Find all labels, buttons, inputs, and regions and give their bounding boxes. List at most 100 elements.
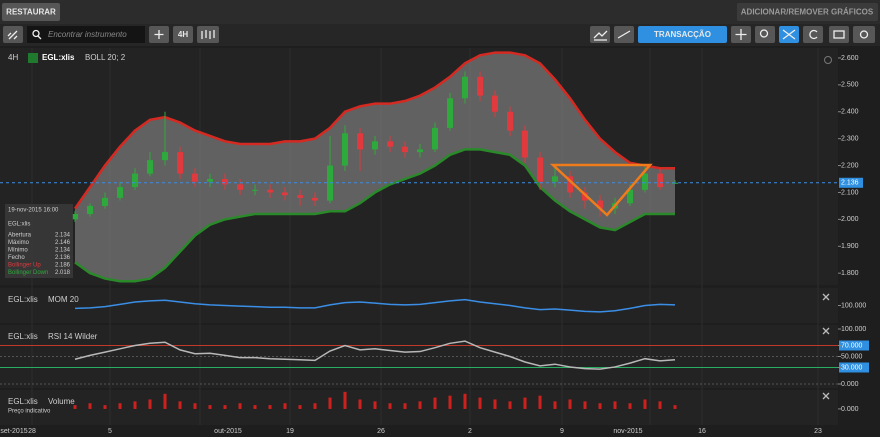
close-icons[interactable] xyxy=(822,293,830,400)
trade-label: TRANSACÇÃO xyxy=(654,30,711,39)
info-value: 2.136 xyxy=(55,255,71,261)
chart-type-button[interactable] xyxy=(197,26,219,43)
volume-bar xyxy=(673,405,677,409)
volume-bar xyxy=(268,405,272,409)
candle-body xyxy=(552,176,558,182)
volume-bar xyxy=(163,393,167,409)
add-remove-button[interactable] xyxy=(737,3,878,21)
fit-icon xyxy=(782,29,796,40)
volume-bar xyxy=(133,401,137,409)
candle-body xyxy=(177,152,183,174)
candle-body xyxy=(267,189,273,193)
triangle-drawing[interactable] xyxy=(549,163,653,217)
volume-bar xyxy=(523,397,527,409)
volume-bar xyxy=(643,399,647,409)
volume-bar xyxy=(343,391,347,409)
volume-bar xyxy=(283,403,287,409)
settings-icon xyxy=(859,30,869,39)
band-area xyxy=(75,52,675,282)
info-instrument: EGL:xlis xyxy=(8,222,30,228)
candle-body xyxy=(657,173,663,188)
y-tick-label: 2.200 xyxy=(841,162,859,169)
draw-icon xyxy=(593,30,608,41)
candle-body xyxy=(72,213,78,220)
candle-body xyxy=(567,176,573,193)
y-tick-label: 1.800 xyxy=(841,270,859,277)
volume-bar xyxy=(403,403,407,409)
restore-button[interactable] xyxy=(2,3,60,21)
volume-bar xyxy=(493,399,497,409)
rsi-panel xyxy=(0,325,838,388)
candle-body xyxy=(522,130,528,158)
candle-body xyxy=(432,127,438,150)
refresh-button[interactable] xyxy=(803,26,823,43)
instrument-label: EGL:xlis xyxy=(8,295,38,304)
trade-button[interactable] xyxy=(638,26,727,43)
y-tick-label: 0.000 xyxy=(841,406,859,413)
snapshot-button[interactable] xyxy=(829,26,849,43)
volume-bar xyxy=(223,405,227,409)
x-tick-label: set-2015 xyxy=(0,428,27,435)
candle-body xyxy=(222,179,228,185)
candle-body xyxy=(147,160,153,174)
y-tick-label: 2.400 xyxy=(841,109,859,116)
settings-button[interactable] xyxy=(853,26,875,43)
indicator-line xyxy=(74,340,676,370)
y-tick-label: 2.300 xyxy=(841,136,859,143)
x-tick-label: 16 xyxy=(698,428,706,435)
search-box[interactable] xyxy=(27,26,145,43)
candle-body xyxy=(477,76,483,96)
volume-bar xyxy=(148,399,152,409)
interval-button[interactable] xyxy=(173,26,193,43)
candle-body xyxy=(297,195,303,198)
y-tick-label: 2.000 xyxy=(841,216,859,223)
candle-body xyxy=(597,200,603,209)
info-value: 2.134 xyxy=(55,233,71,239)
last-price-box xyxy=(839,177,863,188)
last-price-label: 2.136 xyxy=(841,180,859,187)
candle-body xyxy=(102,197,108,206)
zoom-button[interactable] xyxy=(755,26,775,43)
interval-label: 4H xyxy=(178,30,188,39)
mom-panel xyxy=(0,288,838,323)
plots: 2.600 2.500 2.400 2.300 2.200 2.100 2.000 1.900… xyxy=(0,51,869,435)
indicator-label: MOM 20 xyxy=(48,295,79,304)
volume-bar xyxy=(373,401,377,409)
instrument-badge xyxy=(28,53,38,63)
add-remove-label: ADICIONAR/REMOVER GRÁFICOS xyxy=(741,8,874,17)
x-tick-label: nov-2015 xyxy=(613,428,642,435)
candle-body xyxy=(117,187,123,198)
volume-bar xyxy=(508,401,512,409)
volume-bar xyxy=(613,401,617,409)
volume-bar xyxy=(118,403,122,409)
candle-body xyxy=(402,146,408,153)
volume-bar xyxy=(433,397,437,409)
info-label: Fecho xyxy=(8,255,25,261)
candle-body xyxy=(132,173,138,188)
search-icon-handle xyxy=(37,35,42,40)
zoom-icon xyxy=(759,29,769,38)
volume-bar xyxy=(253,405,257,409)
volume-bar xyxy=(448,395,452,409)
search-icon xyxy=(32,29,40,38)
upper-band xyxy=(73,51,675,210)
x-tick-label: 2 xyxy=(468,428,472,435)
x-tick-label: 9 xyxy=(560,428,564,435)
info-value: 2.018 xyxy=(55,270,71,276)
indicator-line xyxy=(74,298,676,313)
candle-body xyxy=(312,197,318,201)
candle-body xyxy=(87,205,93,214)
chart-type-icon xyxy=(201,30,215,39)
y-tick-label: 30.000 xyxy=(841,364,863,371)
info-date: 19-nov-2015 16:00 xyxy=(8,208,59,214)
volume-bar xyxy=(553,401,557,409)
x-tick-label: 19 xyxy=(286,428,294,435)
line-icon xyxy=(617,30,631,39)
volume-bar xyxy=(598,403,602,409)
volume-bar xyxy=(658,401,662,409)
indicator-label: Volume xyxy=(48,397,75,406)
volume-bar xyxy=(298,405,302,409)
restore-label: RESTAURAR xyxy=(6,8,56,17)
x-tick-label: 5 xyxy=(108,428,112,435)
volume-bar xyxy=(178,401,182,409)
